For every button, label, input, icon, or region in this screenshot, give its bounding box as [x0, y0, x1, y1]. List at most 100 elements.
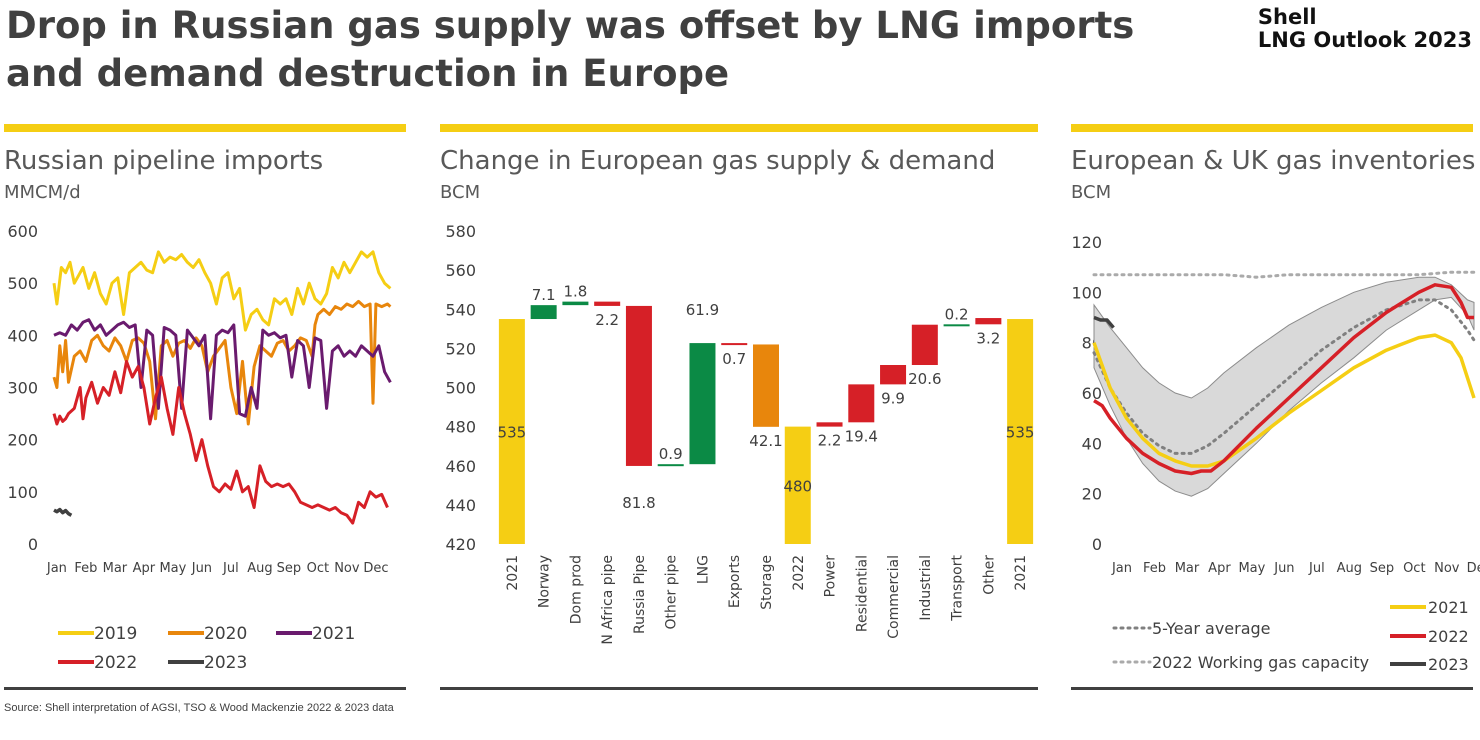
- series-line-2023: [1093, 315, 1115, 329]
- x-tick-label: Jun: [1273, 561, 1294, 576]
- legend-label: 2021: [1428, 598, 1469, 617]
- y-tick-label: 600: [7, 222, 38, 241]
- y-tick-label: 480: [445, 418, 476, 437]
- waterfall-bar: [721, 343, 748, 346]
- y-tick-label: 560: [445, 261, 476, 280]
- panel-accent-bar-right: [1071, 124, 1473, 132]
- brand-logo: Shell LNG Outlook 2023: [1258, 6, 1472, 52]
- waterfall-bar: [625, 305, 652, 466]
- y-tick-label: 500: [7, 274, 38, 293]
- legend-label: 2023: [204, 653, 247, 673]
- x-tick-label: Sep: [277, 561, 302, 576]
- y-tick-label: 300: [7, 379, 38, 398]
- data-label: 7.1: [532, 286, 556, 304]
- data-label: 2.2: [595, 311, 619, 329]
- brand-report-title: LNG Outlook 2023: [1257, 28, 1472, 52]
- y-tick-label: 120: [1071, 233, 1102, 252]
- source-note: Source: Shell interpretation of AGSI, TS…: [4, 702, 394, 714]
- waterfall-bar: [816, 422, 843, 427]
- waterfall-bar: [498, 319, 525, 544]
- series-line-2022: [52, 359, 389, 525]
- x-tick-label: Apr: [1208, 561, 1231, 576]
- x-tick-label: Jul: [222, 561, 239, 576]
- y-tick-label: 40: [1082, 434, 1102, 453]
- data-label: 81.8: [622, 494, 655, 512]
- category-label: Power: [823, 555, 839, 598]
- series-line-2020: [52, 299, 392, 426]
- waterfall-chart: 420 440 460 480 500 520 540 560 580 535 2021 7.1 Nor…: [445, 222, 1035, 645]
- series-line-2023: [53, 507, 73, 517]
- legend-label: 5-Year average: [1152, 619, 1271, 638]
- x-tick-label: Aug: [247, 561, 272, 576]
- y-tick-label: 100: [7, 483, 38, 502]
- right-panel-title: European & UK gas inventories: [1071, 146, 1476, 176]
- legend-label: 2022: [94, 653, 137, 673]
- x-tick-label: Oct: [1403, 561, 1425, 576]
- x-tick-label: Jan: [46, 561, 67, 576]
- x-tick-label: Jan: [1111, 561, 1132, 576]
- x-tick-label: Nov: [1434, 561, 1460, 576]
- waterfall-bar: [975, 318, 1002, 325]
- data-label: 2.2: [818, 432, 842, 450]
- data-label: 1.8: [563, 283, 587, 301]
- y-tick-label: 520: [445, 339, 476, 358]
- category-label: 2022: [791, 555, 807, 591]
- y-tick-label: 500: [445, 379, 476, 398]
- x-tick-label: Nov: [334, 561, 360, 576]
- y-tick-label: 540: [445, 300, 476, 319]
- five-year-range-band: [1093, 276, 1475, 497]
- waterfall-bar: [689, 343, 716, 465]
- legend-label: 2022 Working gas capacity: [1152, 653, 1369, 672]
- category-label: Storage: [759, 555, 775, 610]
- y-tick-label: 0: [1092, 535, 1102, 554]
- legend-label: 2019: [94, 624, 137, 644]
- series-line-2021: [1092, 333, 1476, 468]
- data-label: 19.4: [845, 427, 878, 445]
- page-title: Drop in Russian gas supply was offset by…: [6, 4, 1135, 95]
- panel-baseline-left: [4, 687, 406, 690]
- series-line-5-year-average: [1092, 298, 1476, 455]
- legend-label: 2023: [1428, 655, 1469, 674]
- y-tick-label: 60: [1082, 384, 1102, 403]
- x-tick-label: Feb: [1143, 561, 1166, 576]
- x-tick-label: Jul: [1308, 561, 1325, 576]
- x-tick-label: May: [159, 561, 186, 576]
- series-line-2019: [52, 250, 392, 332]
- panel-baseline-middle: [440, 687, 1038, 690]
- y-tick-label: 20: [1082, 485, 1102, 504]
- data-label: 480: [783, 477, 812, 495]
- waterfall-bar: [753, 344, 779, 427]
- category-label: Dom prod: [568, 555, 584, 624]
- series-line-2021: [53, 318, 392, 421]
- x-tick-label: Aug: [1337, 561, 1362, 576]
- data-label: 0.9: [659, 445, 683, 463]
- right-panel-unit: BCM: [1071, 182, 1112, 203]
- category-label: Norway: [537, 555, 553, 608]
- middle-panel-unit: BCM: [440, 182, 481, 203]
- category-label: Transport: [950, 554, 966, 621]
- category-label: Other: [981, 555, 997, 595]
- data-label: 535: [1006, 424, 1035, 442]
- x-tick-label: Feb: [74, 561, 97, 576]
- waterfall-bar: [911, 324, 938, 366]
- x-tick-label: Jun: [191, 561, 212, 576]
- x-tick-label: Sep: [1370, 561, 1395, 576]
- y-tick-label: 580: [445, 222, 476, 241]
- panel-baseline-right: [1071, 687, 1473, 690]
- category-label: Industrial: [918, 555, 934, 621]
- category-label: LNG: [695, 555, 711, 584]
- y-tick-label: 400: [7, 326, 38, 345]
- y-tick-label: 100: [1071, 283, 1102, 302]
- category-label: 2021: [505, 555, 521, 591]
- russian-pipeline-chart: 0 100 200 300 400 500 600 Jan Feb Mar Apr May Jun Jul…: [7, 222, 392, 673]
- legend-label: 2022: [1428, 627, 1469, 646]
- waterfall-bar: [657, 464, 684, 467]
- category-label: Other pipe: [664, 555, 680, 629]
- x-tick-label: Dec: [1467, 561, 1480, 576]
- waterfall-bar: [594, 301, 621, 306]
- x-tick-label: May: [1238, 561, 1265, 576]
- y-tick-label: 420: [445, 535, 476, 554]
- waterfall-bar: [530, 305, 557, 320]
- y-tick-label: 460: [445, 457, 476, 476]
